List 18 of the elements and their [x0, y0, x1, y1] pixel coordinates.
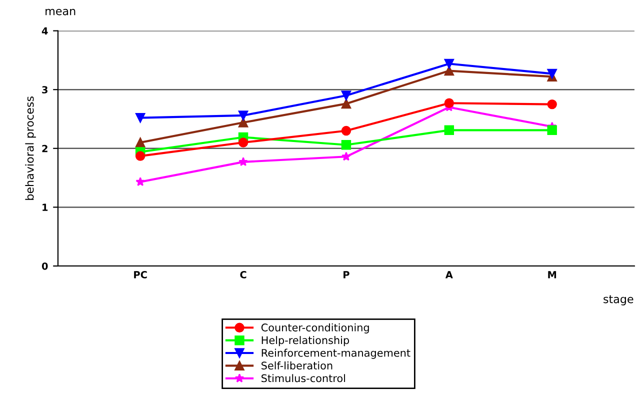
- y-tick-label: 2: [42, 144, 48, 152]
- y-axis-title: behavioral process: [25, 96, 36, 200]
- x-tick-label: A: [445, 271, 453, 278]
- legend-label: Reinforcement-management: [262, 348, 410, 359]
- legend-label: Counter-conditioning: [261, 323, 369, 334]
- y-tick-label: 3: [42, 86, 48, 94]
- x-tick-label: PC: [134, 271, 147, 278]
- x-tick-label: P: [344, 271, 350, 278]
- text: mean: [46, 8, 76, 16]
- legend-label: Self-liberation: [262, 361, 332, 370]
- y-tick-label: 0: [42, 262, 48, 270]
- legend-label: Stimulus-control: [262, 374, 345, 382]
- x-tick-label: C: [240, 271, 246, 278]
- x-tick-label: M: [548, 271, 556, 278]
- y-tick-label: 4: [42, 27, 48, 34]
- y-tick-label: 1: [42, 204, 48, 211]
- legend-label: Help-relationship: [262, 336, 350, 346]
- x-axis-title: stage: [604, 295, 634, 306]
